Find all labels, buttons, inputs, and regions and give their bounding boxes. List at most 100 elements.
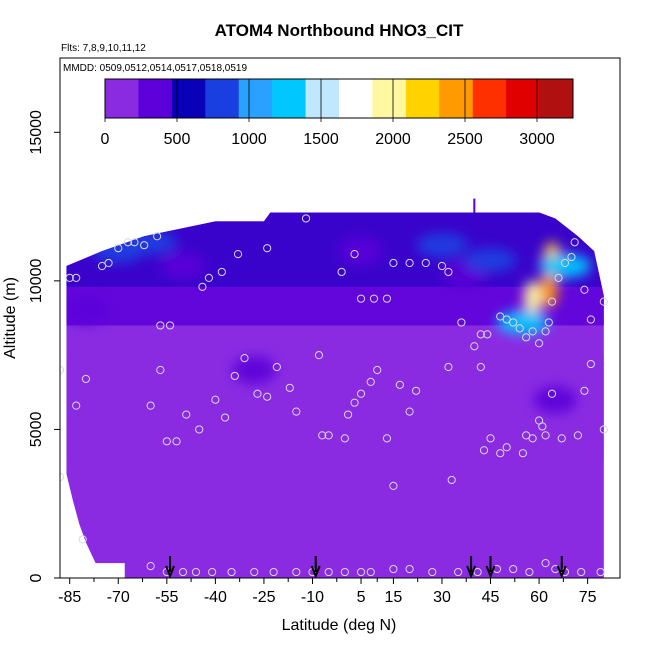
hot-region xyxy=(539,271,558,308)
curtain-mid-band xyxy=(66,355,604,460)
cold-region xyxy=(232,356,277,384)
observation-point xyxy=(337,267,346,277)
observation-point xyxy=(509,318,518,327)
colorbar-tick-label: 2000 xyxy=(375,131,411,148)
observation-point xyxy=(130,238,139,247)
observation-point xyxy=(97,261,107,271)
observation-point xyxy=(269,567,278,577)
observation-point xyxy=(560,258,570,268)
observation-point xyxy=(272,362,281,372)
hot-region xyxy=(496,310,549,335)
plot-frame xyxy=(59,57,621,579)
observation-point xyxy=(146,401,155,410)
observation-point xyxy=(554,273,563,282)
observation-point xyxy=(217,267,226,277)
observation-point xyxy=(405,258,414,268)
observation-point xyxy=(263,244,272,253)
flights-subtitle: Flts: 7,8,9,10,11,12 xyxy=(61,43,146,54)
observation-point xyxy=(146,562,155,571)
cold-region xyxy=(161,252,206,280)
observation-point xyxy=(382,434,392,443)
colorbar-segment xyxy=(238,79,273,118)
observation-point xyxy=(541,327,550,336)
observation-point xyxy=(324,567,333,577)
observation-point xyxy=(65,273,74,282)
profile-arrow xyxy=(556,556,567,579)
observation-point xyxy=(599,425,608,434)
colorbar-segment xyxy=(272,79,307,118)
observation-point xyxy=(182,410,191,419)
x-axis: -85 -70 -55 -40 -25 -10 5 15 30 45 60 75 xyxy=(58,578,597,606)
observation-point xyxy=(541,431,550,440)
profile-arrow xyxy=(466,556,477,579)
x-tick-label: -25 xyxy=(252,589,275,606)
observation-point xyxy=(476,330,485,339)
observation-point xyxy=(156,365,165,375)
curtain-features xyxy=(66,230,591,414)
x-tick-label: 30 xyxy=(433,589,451,606)
y-tick-label: 0 xyxy=(28,573,45,582)
observation-point xyxy=(204,273,214,282)
observation-point xyxy=(389,564,398,574)
observation-point xyxy=(547,297,557,306)
observation-point xyxy=(405,407,414,416)
colorbar-tick-label: 3000 xyxy=(519,131,555,148)
cold-region xyxy=(66,296,108,325)
observation-point xyxy=(522,333,531,342)
y-tick-label: 5000 xyxy=(28,412,45,448)
observation-point xyxy=(389,481,398,490)
cold-region xyxy=(533,385,578,414)
observation-point xyxy=(577,567,586,577)
colorbar-tick-label: 500 xyxy=(164,131,191,148)
observation-point xyxy=(78,535,87,544)
observation-point xyxy=(340,567,349,577)
x-tick-label: -70 xyxy=(107,589,130,606)
observation-point xyxy=(140,241,149,250)
observation-points xyxy=(60,198,608,577)
y-tick-label: 15000 xyxy=(28,110,45,155)
colorbar-segment xyxy=(138,79,173,118)
colorbar-segment xyxy=(171,79,206,118)
observation-point xyxy=(528,434,537,443)
curtain-field xyxy=(66,212,604,578)
observation-point xyxy=(366,567,375,577)
observation-point xyxy=(470,342,479,351)
observation-point xyxy=(457,318,466,327)
observation-point xyxy=(208,567,217,577)
observation-point xyxy=(486,434,495,443)
x-tick-label: 5 xyxy=(357,589,366,606)
observation-point xyxy=(165,321,175,330)
profile-arrow xyxy=(165,556,175,579)
observation-point xyxy=(153,232,162,241)
profile-arrow xyxy=(485,556,496,579)
observation-point xyxy=(586,359,595,369)
observation-point xyxy=(356,389,366,398)
colorbar-segment xyxy=(372,79,407,118)
observation-point xyxy=(340,434,349,443)
observation-point xyxy=(314,351,324,360)
observation-point xyxy=(483,330,492,339)
x-tick-label: 15 xyxy=(385,589,403,606)
observation-point xyxy=(444,267,453,277)
observation-point xyxy=(72,401,81,410)
mmdd-subtitle: MMDD: 0509,0512,0514,0517,0518,0519 xyxy=(63,63,247,74)
hot-region xyxy=(415,233,468,258)
hot-region xyxy=(124,230,177,255)
observation-point xyxy=(191,567,201,577)
observation-point xyxy=(389,258,398,268)
observation-point xyxy=(509,564,518,574)
colorbar-segment xyxy=(506,79,541,118)
colorbar-tick-label: 1000 xyxy=(231,131,267,148)
observation-point xyxy=(515,324,524,333)
x-tick-label: -40 xyxy=(204,589,227,606)
observation-point xyxy=(599,297,608,306)
hot-region xyxy=(523,280,542,317)
x-tick-label: -55 xyxy=(155,589,178,606)
x-axis-label: Latitude (deg N) xyxy=(282,617,397,634)
observation-point xyxy=(343,410,353,419)
observation-point xyxy=(373,365,382,375)
observation-point xyxy=(421,258,430,268)
observation-point xyxy=(356,567,366,577)
curtain-fill-group xyxy=(66,212,604,578)
